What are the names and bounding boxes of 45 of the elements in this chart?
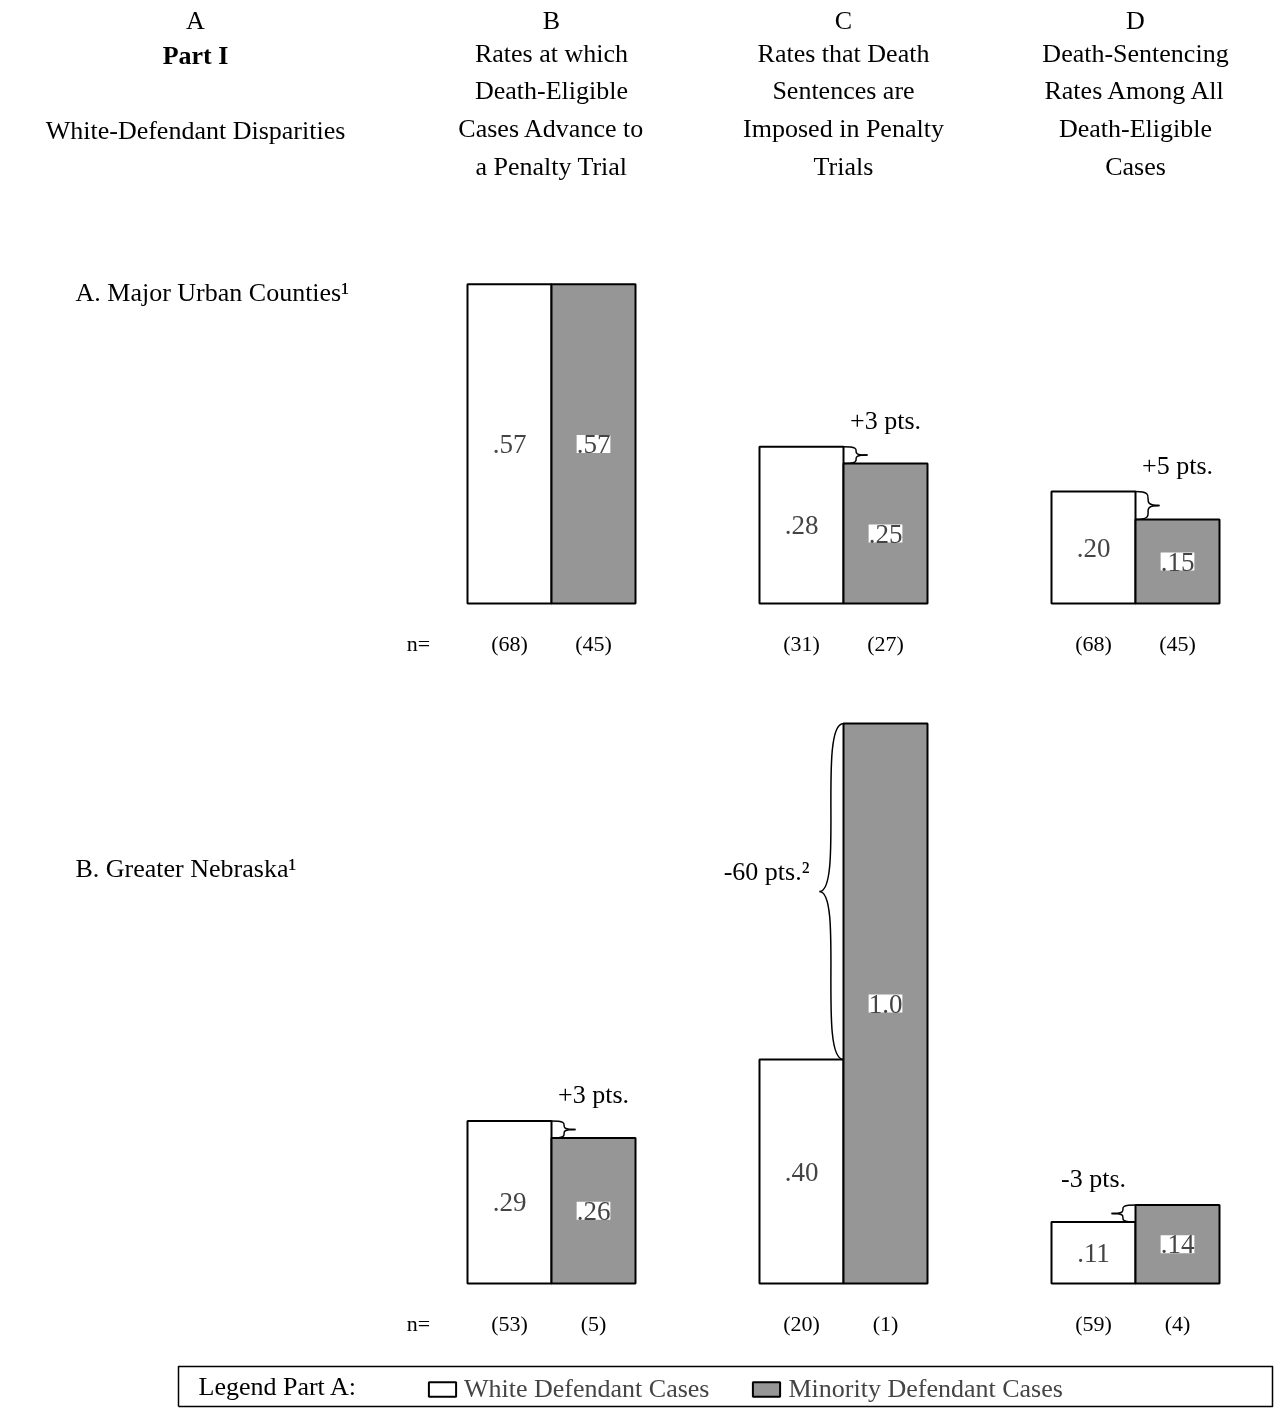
legend-label: Minority Defendant Cases xyxy=(788,1374,1063,1404)
text: C xyxy=(834,6,853,35)
text: (68) xyxy=(491,631,528,656)
text: B. Greater Nebraska¹ xyxy=(75,854,297,883)
text: (59) xyxy=(1075,1311,1112,1336)
text: (68) xyxy=(1075,631,1112,656)
data-label: .29 xyxy=(492,1187,527,1218)
legend-label: White Defendant Cases xyxy=(464,1374,710,1404)
text: (5) xyxy=(580,1311,607,1336)
text: A xyxy=(186,6,206,35)
annotation: +3 pts. xyxy=(850,405,922,435)
annotation: -3 pts. xyxy=(1061,1164,1126,1194)
text: (45) xyxy=(1159,631,1196,656)
text: D xyxy=(1126,6,1145,35)
data-label: .20 xyxy=(1076,532,1111,563)
text: n= xyxy=(406,1311,431,1336)
annotation: +5 pts. xyxy=(1142,450,1214,480)
text: (31) xyxy=(783,631,820,656)
data-label: .57 xyxy=(576,428,611,459)
x-tick-label: Rates at which Death-Eligible Cases Advance to a Penalty Trial xyxy=(458,38,644,181)
text: (4) xyxy=(1164,1311,1191,1336)
data-label: .14 xyxy=(1160,1229,1195,1260)
text: B xyxy=(542,6,561,35)
text: Part I xyxy=(162,41,229,70)
text: A. Major Urban Counties¹ xyxy=(75,278,350,307)
data-label: .28 xyxy=(784,510,819,541)
text: (1) xyxy=(872,1311,899,1336)
data-label: .25 xyxy=(868,518,903,549)
data-label: .15 xyxy=(1160,546,1195,577)
text: (27) xyxy=(867,631,904,656)
text: n= xyxy=(406,631,431,656)
x-tick-label: Death-Sentencing Rates Among All Death-Eligible Cases xyxy=(1042,38,1229,181)
text: White-Defendant Disparities xyxy=(45,116,346,145)
data-label: .40 xyxy=(784,1156,819,1187)
x-tick-label: Rates that Death Sentences are Imposed in Penalty Trials xyxy=(743,38,944,181)
text: (53) xyxy=(491,1311,528,1336)
data-label: .11 xyxy=(1077,1237,1110,1268)
data-label: .26 xyxy=(576,1195,611,1226)
data-label: 1.0 xyxy=(868,988,903,1019)
data-label: .57 xyxy=(492,428,527,459)
text: (45) xyxy=(575,631,612,656)
legend-title: Legend Part A: xyxy=(198,1372,356,1401)
annotation: -60 pts.² xyxy=(723,857,810,886)
annotation: +3 pts. xyxy=(558,1080,630,1110)
text: (20) xyxy=(783,1311,820,1336)
